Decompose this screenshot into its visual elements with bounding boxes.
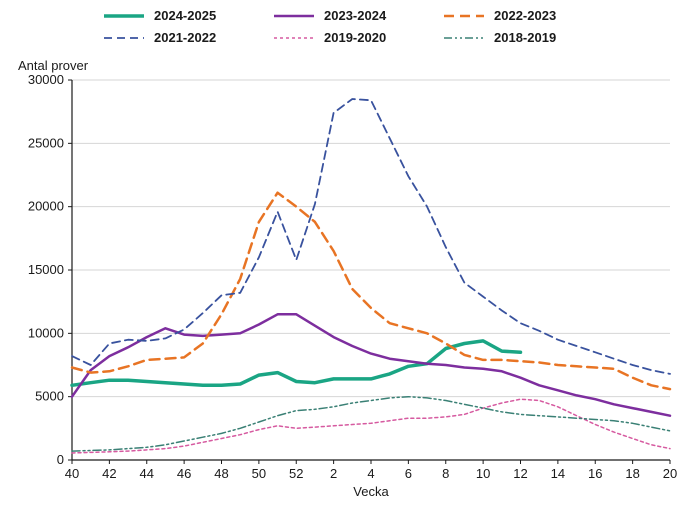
svg-text:2021-2022: 2021-2022: [154, 30, 216, 45]
svg-text:4: 4: [367, 466, 374, 481]
svg-text:2023-2024: 2023-2024: [324, 8, 387, 23]
svg-text:2: 2: [330, 466, 337, 481]
svg-text:18: 18: [625, 466, 639, 481]
svg-text:40: 40: [65, 466, 79, 481]
svg-text:8: 8: [442, 466, 449, 481]
svg-text:30000: 30000: [28, 72, 64, 87]
svg-text:46: 46: [177, 466, 191, 481]
svg-text:10000: 10000: [28, 325, 64, 340]
svg-text:2022-2023: 2022-2023: [494, 8, 556, 23]
svg-text:48: 48: [214, 466, 228, 481]
svg-text:12: 12: [513, 466, 527, 481]
svg-text:10: 10: [476, 466, 490, 481]
line-chart: 0500010000150002000025000300004042444648…: [0, 0, 698, 507]
svg-text:20: 20: [663, 466, 677, 481]
svg-text:2019-2020: 2019-2020: [324, 30, 386, 45]
svg-text:2018-2019: 2018-2019: [494, 30, 556, 45]
svg-text:42: 42: [102, 466, 116, 481]
svg-text:15000: 15000: [28, 262, 64, 277]
svg-text:Antal prover: Antal prover: [18, 58, 89, 73]
svg-text:44: 44: [140, 466, 154, 481]
chart-container: 0500010000150002000025000300004042444648…: [0, 0, 698, 507]
svg-text:50: 50: [252, 466, 266, 481]
svg-text:6: 6: [405, 466, 412, 481]
svg-text:0: 0: [57, 452, 64, 467]
svg-text:16: 16: [588, 466, 602, 481]
svg-text:25000: 25000: [28, 135, 64, 150]
svg-text:52: 52: [289, 466, 303, 481]
svg-text:2024-2025: 2024-2025: [154, 8, 216, 23]
svg-text:Vecka: Vecka: [353, 484, 389, 499]
svg-text:20000: 20000: [28, 199, 64, 214]
svg-text:5000: 5000: [35, 389, 64, 404]
svg-text:14: 14: [551, 466, 565, 481]
